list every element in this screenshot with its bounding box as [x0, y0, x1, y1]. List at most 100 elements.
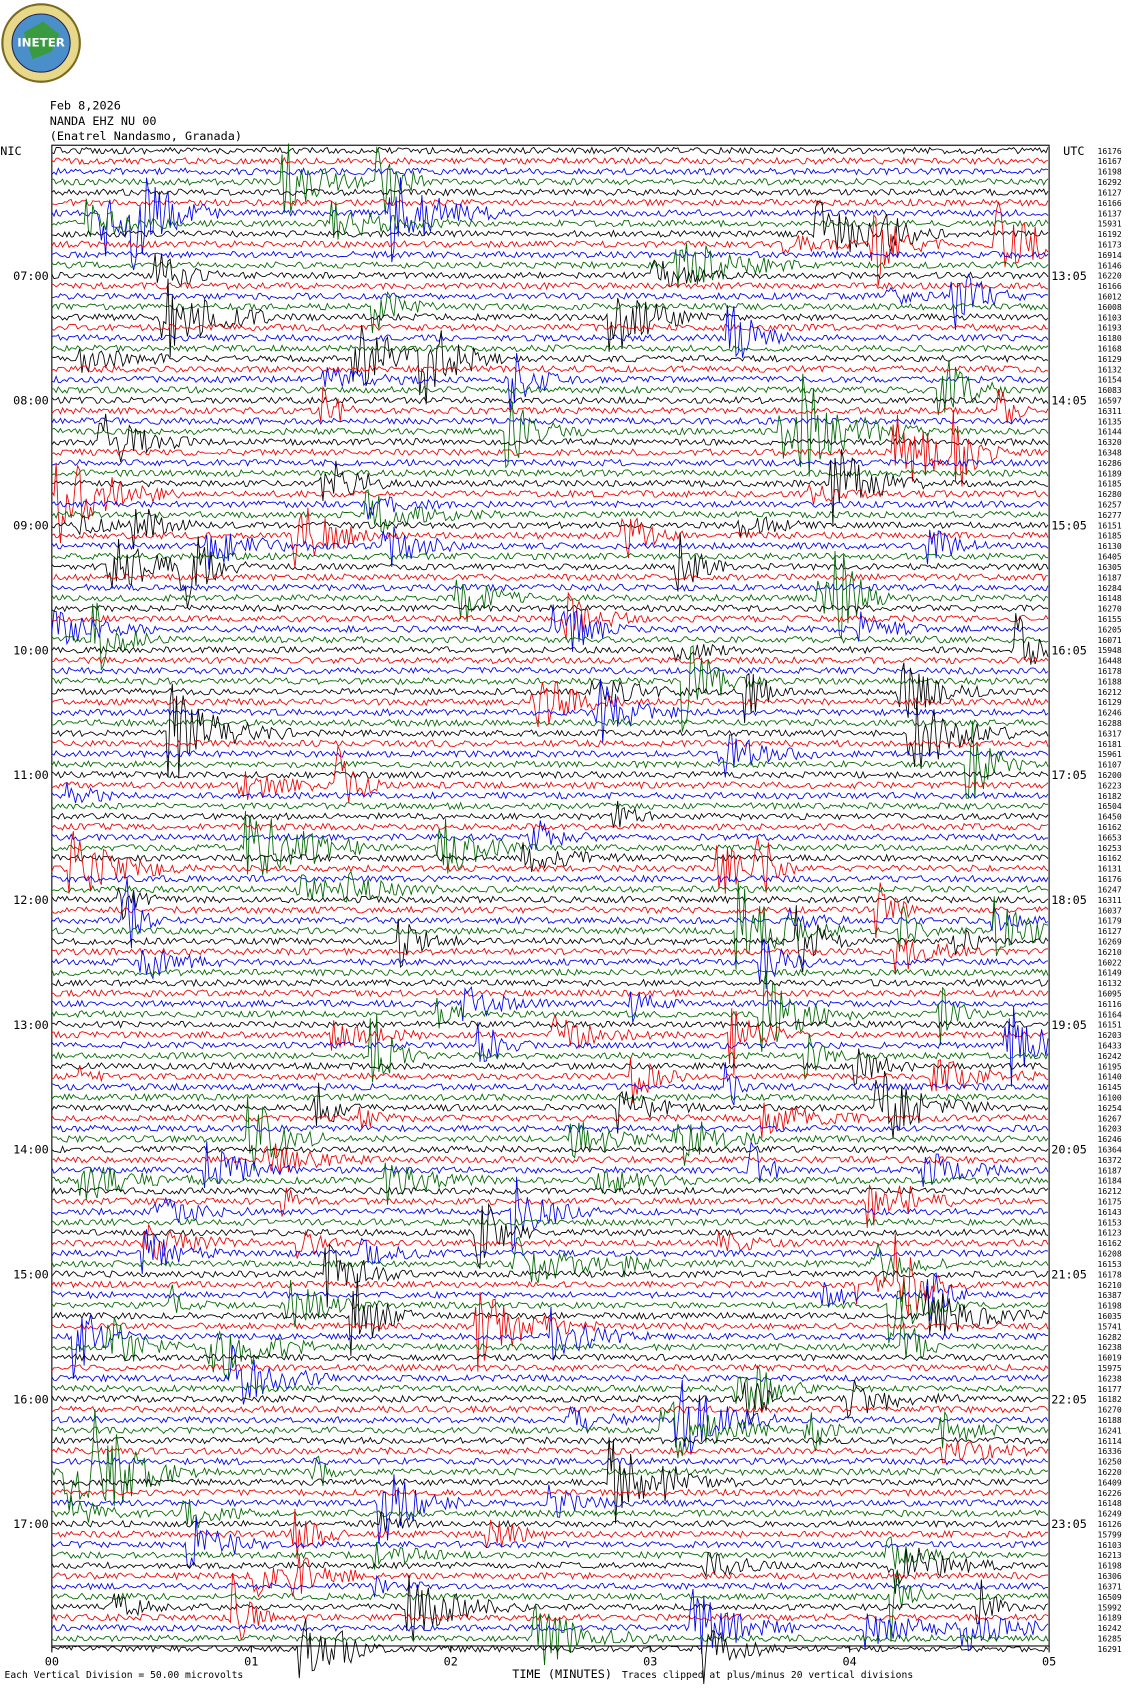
row-count: 16187 — [1098, 1166, 1122, 1175]
seismic-trace — [51, 882, 1049, 939]
row-count: 16167 — [1098, 157, 1122, 166]
seismic-trace — [51, 745, 1049, 803]
seismic-trace — [51, 1224, 1049, 1261]
seismic-trace — [51, 970, 1049, 1052]
seismic-trace — [51, 1605, 1049, 1666]
row-count: 16182 — [1098, 792, 1122, 801]
right-time: 23:05 — [1051, 1517, 1087, 1531]
seismic-trace — [51, 591, 1049, 640]
seismic-trace — [51, 782, 1049, 804]
row-count: 16012 — [1098, 292, 1122, 301]
seismic-trace — [51, 344, 1049, 353]
row-count: 16280 — [1098, 490, 1122, 499]
seismic-trace — [51, 656, 1049, 665]
seismic-trace — [51, 167, 1049, 176]
row-count: 16653 — [1098, 833, 1122, 842]
seismic-trace — [51, 1145, 1049, 1154]
seismic-trace — [51, 323, 1049, 332]
seismic-trace — [51, 881, 1049, 970]
seismic-trace — [51, 489, 1049, 535]
row-count: 16185 — [1098, 480, 1122, 489]
row-count: 16148 — [1098, 594, 1122, 603]
date: Feb 8,2026 — [50, 99, 121, 113]
row-count: 16220 — [1098, 1468, 1122, 1477]
row-count: 16173 — [1098, 240, 1122, 249]
row-count: 16083 — [1098, 386, 1122, 395]
seismic-trace — [51, 1364, 1049, 1411]
row-count: 16151 — [1098, 1021, 1122, 1030]
seismic-trace — [51, 1457, 1049, 1466]
row-count: 16100 — [1098, 1094, 1122, 1103]
row-count: 16200 — [1098, 771, 1122, 780]
seismic-trace — [51, 1574, 1049, 1641]
seismic-trace — [51, 1102, 1049, 1139]
seismic-trace — [51, 324, 1049, 405]
seismic-trace — [51, 602, 1049, 670]
row-count: 16176 — [1098, 875, 1122, 884]
x-tick-label: 02 — [444, 1654, 458, 1668]
row-count: 16151 — [1098, 521, 1122, 530]
row-count: 16166 — [1098, 282, 1122, 291]
seismic-trace — [51, 1202, 1049, 1269]
seismic-trace — [51, 1536, 1049, 1570]
left-time: 13:00 — [13, 1018, 49, 1032]
row-count: 16107 — [1098, 761, 1122, 770]
seismic-trace — [51, 200, 1049, 253]
seismic-trace — [51, 1405, 1049, 1414]
seismic-trace — [51, 801, 1049, 811]
row-count: 16022 — [1098, 958, 1122, 967]
row-count: 16311 — [1098, 407, 1122, 416]
seismic-trace — [51, 359, 1049, 416]
seismic-trace — [51, 1380, 1049, 1427]
row-count: 16285 — [1098, 1634, 1122, 1643]
seismic-trace — [51, 800, 1049, 828]
seismic-trace — [51, 1363, 1049, 1372]
row-count: 16145 — [1098, 1083, 1122, 1092]
right-time: 15:05 — [1051, 518, 1087, 532]
seismic-trace — [51, 1272, 1049, 1322]
seismic-trace — [51, 645, 1049, 732]
logo: INETER — [1, 3, 81, 83]
row-count: 16509 — [1098, 1593, 1122, 1602]
seismic-trace — [51, 386, 1049, 424]
right-time: 18:05 — [1051, 893, 1087, 907]
seismic-trace — [51, 662, 1049, 724]
seismic-trace — [51, 449, 1049, 525]
seismic-trace — [51, 413, 1049, 463]
seismic-trace — [51, 1547, 1049, 1594]
row-count: 16284 — [1098, 584, 1122, 593]
left-time: 16:00 — [13, 1392, 49, 1406]
row-count: 16409 — [1098, 1478, 1122, 1487]
row-count: 16210 — [1098, 948, 1122, 957]
seismic-trace — [51, 177, 1049, 271]
row-count: 16168 — [1098, 344, 1122, 353]
seismic-trace — [51, 1183, 1049, 1228]
row-count: 16253 — [1098, 844, 1122, 853]
seismic-trace — [51, 842, 1049, 873]
seismic-trace — [51, 1070, 1049, 1139]
row-count: 16127 — [1098, 927, 1122, 936]
row-count: 16192 — [1098, 230, 1122, 239]
row-count: 16180 — [1098, 334, 1122, 343]
row-count: 16348 — [1098, 449, 1122, 458]
seismic-trace — [51, 938, 1049, 989]
seismic-trace — [51, 1092, 1049, 1102]
row-count: 16238 — [1098, 1343, 1122, 1352]
row-count: 16246 — [1098, 709, 1122, 718]
row-count: 16242 — [1098, 1624, 1122, 1633]
seismic-trace — [51, 458, 1049, 468]
row-count: 16137 — [1098, 209, 1122, 218]
row-count: 16597 — [1098, 397, 1122, 406]
row-count: 16155 — [1098, 615, 1122, 624]
row-count: 16166 — [1098, 199, 1122, 208]
seismic-trace — [51, 305, 1049, 358]
seismic-trace — [51, 507, 1049, 569]
row-count: 16269 — [1098, 937, 1122, 946]
row-count: 16305 — [1098, 563, 1122, 572]
seismic-trace — [51, 683, 1049, 778]
seismic-trace — [51, 1511, 1049, 1532]
row-count: 15799 — [1098, 1530, 1122, 1539]
row-count: 16448 — [1098, 657, 1122, 666]
seismic-trace — [51, 988, 1049, 998]
row-count: 16195 — [1098, 1062, 1122, 1071]
